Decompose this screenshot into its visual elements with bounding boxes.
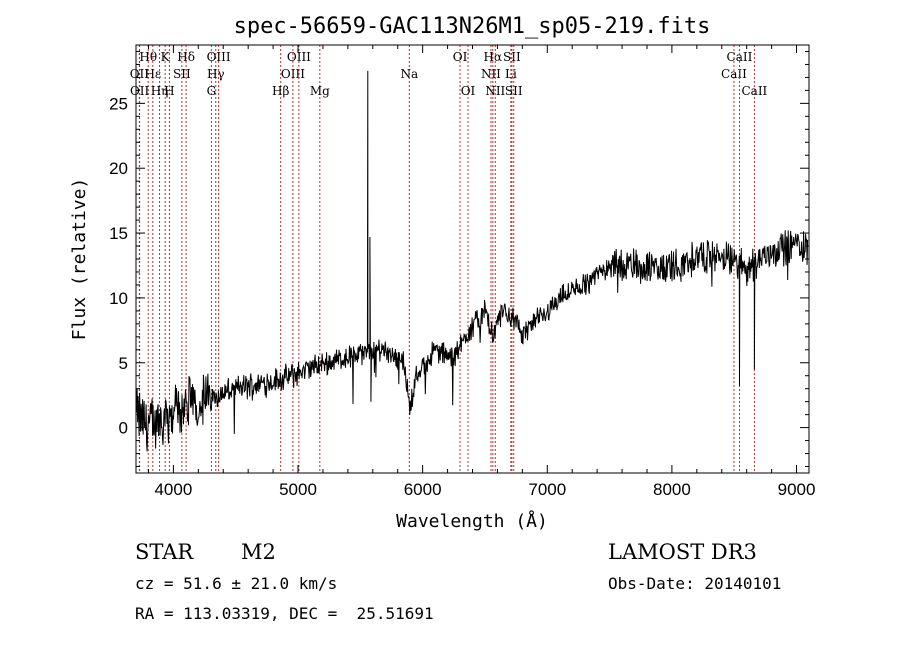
line-marker-label: OIII	[207, 50, 231, 64]
line-marker-label: SII	[503, 50, 521, 64]
line-marker-label: CaII	[721, 67, 747, 81]
y-axis-label: Flux (relative)	[69, 178, 90, 341]
line-marker-label: NII	[481, 67, 501, 81]
x-tick-label: 9000	[778, 480, 816, 499]
line-marker-label: CaII	[727, 50, 753, 64]
line-marker-label: Mg	[310, 84, 330, 98]
x-tick-label: 7000	[528, 480, 566, 499]
line-marker-label: OI	[461, 84, 476, 98]
line-marker-label: OIII	[287, 50, 311, 64]
x-tick-label: 6000	[404, 480, 442, 499]
redshift-velocity: cz = 51.6 ± 21.0 km/s	[135, 574, 338, 593]
spectrum-layer	[136, 70, 809, 452]
line-marker-label: NII	[485, 84, 505, 98]
line-marker-label: Li	[505, 67, 517, 81]
line-marker-label: OIII	[281, 67, 305, 81]
y-tick-label: 0	[119, 419, 128, 438]
line-marker-layer: HδHγOIIIHβOIIIOIIIMgNaOIOINIIHαNIILiSIIS…	[130, 45, 768, 473]
object-class: STAR	[135, 540, 194, 564]
object-subclass: M2	[241, 540, 276, 564]
observation-date: Obs-Date: 20140101	[608, 574, 782, 593]
y-tick-label: 20	[109, 159, 128, 178]
line-marker-label: Hε	[144, 67, 161, 81]
line-marker-label: Hβ	[272, 84, 289, 98]
line-marker-label: Na	[400, 67, 418, 81]
line-marker-label: H	[164, 84, 174, 98]
chart-title: spec-56659-GAC113N26M1_sp05-219.fits	[234, 14, 711, 39]
y-tick-label: 15	[109, 224, 128, 243]
line-marker-label: SII	[505, 84, 523, 98]
line-marker-label: SII	[173, 67, 191, 81]
y-tick-label: 25	[109, 94, 128, 113]
line-marker-label: Hθ	[139, 50, 157, 64]
x-tick-label: 5000	[279, 480, 317, 499]
line-marker-label: Hγ	[207, 67, 225, 81]
x-tick-label: 4000	[154, 480, 192, 499]
line-marker-label: Hη	[151, 84, 169, 98]
axis-layer: 4000 5000 6000 7000 8000 9000 0 5 10 15 20 25	[109, 45, 815, 499]
line-marker-label: Hα	[484, 50, 503, 64]
line-marker-label: Hδ	[177, 50, 195, 64]
survey-name: LAMOST DR3	[608, 540, 757, 564]
y-tick-label: 5	[119, 354, 128, 373]
plot-frame	[135, 44, 810, 474]
line-marker-label: CaII	[741, 84, 767, 98]
spectrum-line	[136, 70, 809, 452]
line-marker-label: OI	[453, 50, 468, 64]
y-tick-label: 10	[109, 289, 128, 308]
x-tick-label: 8000	[653, 480, 691, 499]
line-marker-label: G	[207, 84, 217, 98]
line-marker-label: OII	[130, 84, 150, 98]
coordinates: RA = 113.03319, DEC = 25.51691	[135, 604, 434, 623]
line-marker-label: K	[161, 50, 171, 64]
x-axis-label: Wavelength (Å)	[396, 510, 548, 532]
